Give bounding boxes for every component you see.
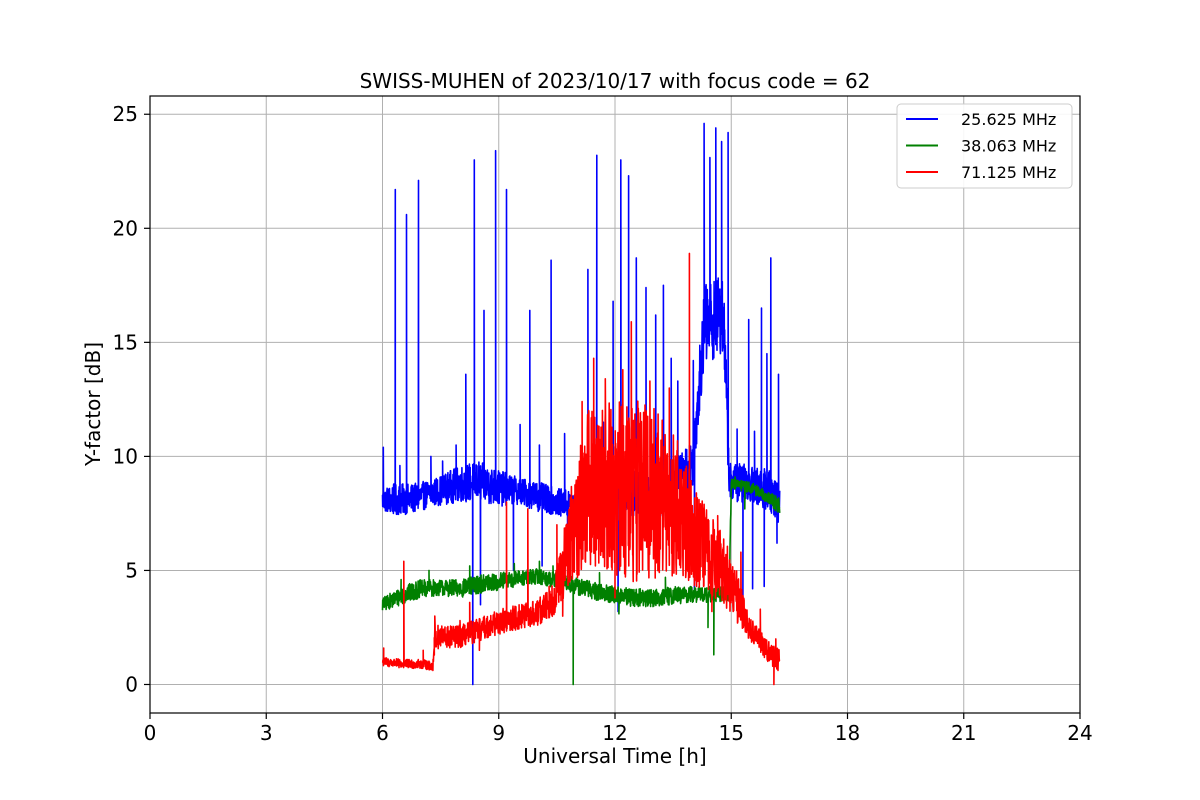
legend-entries: 25.625 MHz 38.063 MHz 71.125 MHz	[906, 110, 1056, 182]
y-tick-label: 10	[113, 444, 138, 468]
x-tick-label: 15	[719, 721, 744, 745]
x-tick-label: 24	[1067, 721, 1092, 745]
y-tick-label: 15	[113, 330, 138, 354]
x-tick-label: 21	[951, 721, 976, 745]
legend-label: 38.063 MHz	[961, 137, 1056, 156]
legend-label: 25.625 MHz	[961, 110, 1056, 129]
series-line-71-125-mhz	[381, 252, 781, 686]
legend-label: 71.125 MHz	[961, 163, 1056, 182]
x-tick-label: 12	[602, 721, 627, 745]
x-tick-label: 3	[260, 721, 273, 745]
chart-title: SWISS-MUHEN of 2023/10/17 with focus cod…	[360, 69, 871, 93]
y-tick-label: 5	[125, 558, 138, 582]
y-tick-label: 0	[125, 672, 138, 696]
y-tick-label: 25	[113, 102, 138, 126]
y-tick-label: 20	[113, 216, 138, 240]
series-layer	[381, 122, 781, 686]
x-tick-label: 18	[835, 721, 860, 745]
legend-box	[896, 103, 1073, 189]
plot-area	[144, 95, 1081, 719]
x-tick-label: 9	[492, 721, 505, 745]
series-line-38-063-mhz	[381, 476, 781, 686]
x-axis-label: Universal Time [h]	[523, 744, 706, 768]
x-tick-label: 0	[144, 721, 157, 745]
x-tick-label: 6	[376, 721, 389, 745]
tick-layer	[144, 113, 1081, 719]
y-axis-label: Y-factor [dB]	[81, 342, 105, 467]
legend: 25.625 MHz 38.063 MHz 71.125 MHz	[896, 103, 1073, 189]
